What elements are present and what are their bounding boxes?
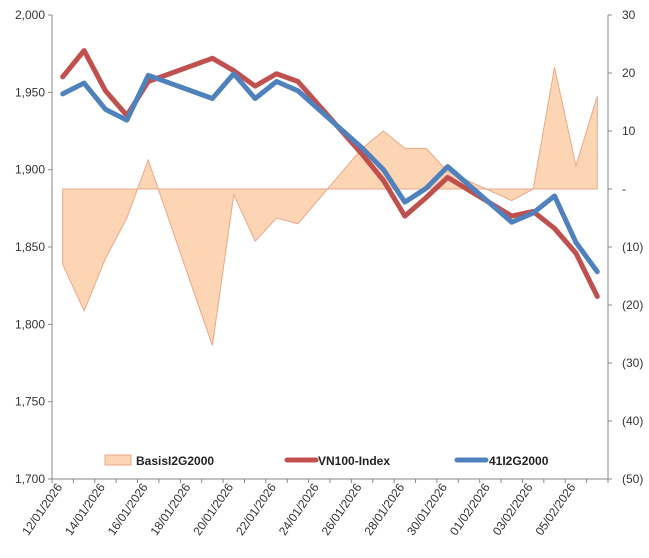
x-tick-label: 20/01/2026 [190,480,236,537]
x-tick-label: 14/01/2026 [62,480,108,537]
y-tick-label: 1,850 [15,240,45,254]
y-tick-label: 1,800 [15,317,45,331]
y-tick-label: 1,950 [15,85,45,99]
legend: BasisI2G2000 VN100-Index 41I2G2000 [104,454,549,468]
x-tick-label: 12/01/2026 [19,480,65,537]
x-tick-label: 26/01/2026 [319,480,365,537]
legend-label-vn100: VN100-Index [318,454,390,468]
y2-tick-label: (40) [622,414,643,428]
y2-tick-label: - [622,182,626,196]
area-layer [62,67,598,346]
x-tick-label: 05/02/2026 [532,480,578,537]
legend-label-41i2g2000: 41I2G2000 [489,454,549,468]
y2-tick-label: 30 [622,8,636,22]
y2-tick-label: 20 [622,66,636,80]
y-tick-label: 1,750 [15,395,45,409]
line-layer [60,48,600,299]
y2-tick-label: (50) [622,472,643,486]
x-tick-label: 22/01/2026 [233,480,279,537]
legend-swatch-basis [104,454,132,466]
x-tick-label: 16/01/2026 [105,480,151,537]
series-area-basis [62,67,598,346]
y-tick-label: 1,900 [15,163,45,177]
x-tick-label: 30/01/2026 [404,480,450,537]
y-tick-label: 1,700 [15,472,45,486]
x-tick-label: 18/01/2026 [148,480,194,537]
x-tick-label: 28/01/2026 [361,480,407,537]
x-tick-label: 01/02/2026 [447,480,493,537]
x-tick-label: 24/01/2026 [276,480,322,537]
y2-tick-label: (10) [622,240,643,254]
legend-label-basis: BasisI2G2000 [136,454,214,468]
y-tick-label: 2,000 [15,8,45,22]
series-line-1 [60,71,600,275]
y2-tick-label: (20) [622,298,643,312]
y2-tick-label: 10 [622,124,636,138]
x-tick-label: 03/02/2026 [490,480,536,537]
y2-tick-label: (30) [622,356,643,370]
